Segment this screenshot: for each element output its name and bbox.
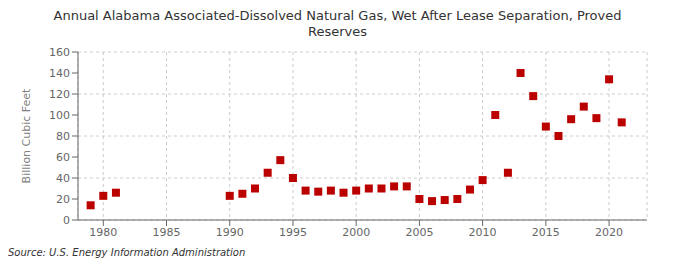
svg-text:40: 40: [56, 172, 70, 185]
svg-text:1990: 1990: [216, 226, 244, 239]
svg-text:80: 80: [56, 130, 70, 143]
svg-text:160: 160: [49, 46, 70, 59]
svg-text:Billion Cubic Feet: Billion Cubic Feet: [20, 88, 33, 183]
svg-text:120: 120: [49, 88, 70, 101]
svg-text:20: 20: [56, 193, 70, 206]
svg-text:2000: 2000: [342, 226, 370, 239]
svg-text:2005: 2005: [405, 226, 433, 239]
svg-text:140: 140: [49, 67, 70, 80]
html-text:Annual Alabama Associated-Diss: Annual Alabama Associated-Dissolved Natu…: [53, 8, 622, 39]
svg-text:60: 60: [56, 151, 70, 164]
svg-text:100: 100: [49, 109, 70, 122]
svg-text:0: 0: [63, 214, 70, 227]
svg-text:2015: 2015: [532, 226, 560, 239]
svg-text:1995: 1995: [279, 226, 307, 239]
svg-text:2010: 2010: [469, 226, 497, 239]
html-text:Source: U.S. Energy Informatio: Source: U.S. Energy Information Administ…: [8, 247, 246, 258]
svg-text:2020: 2020: [595, 226, 623, 239]
svg-text:1980: 1980: [89, 226, 117, 239]
svg-text:1985: 1985: [153, 226, 181, 239]
